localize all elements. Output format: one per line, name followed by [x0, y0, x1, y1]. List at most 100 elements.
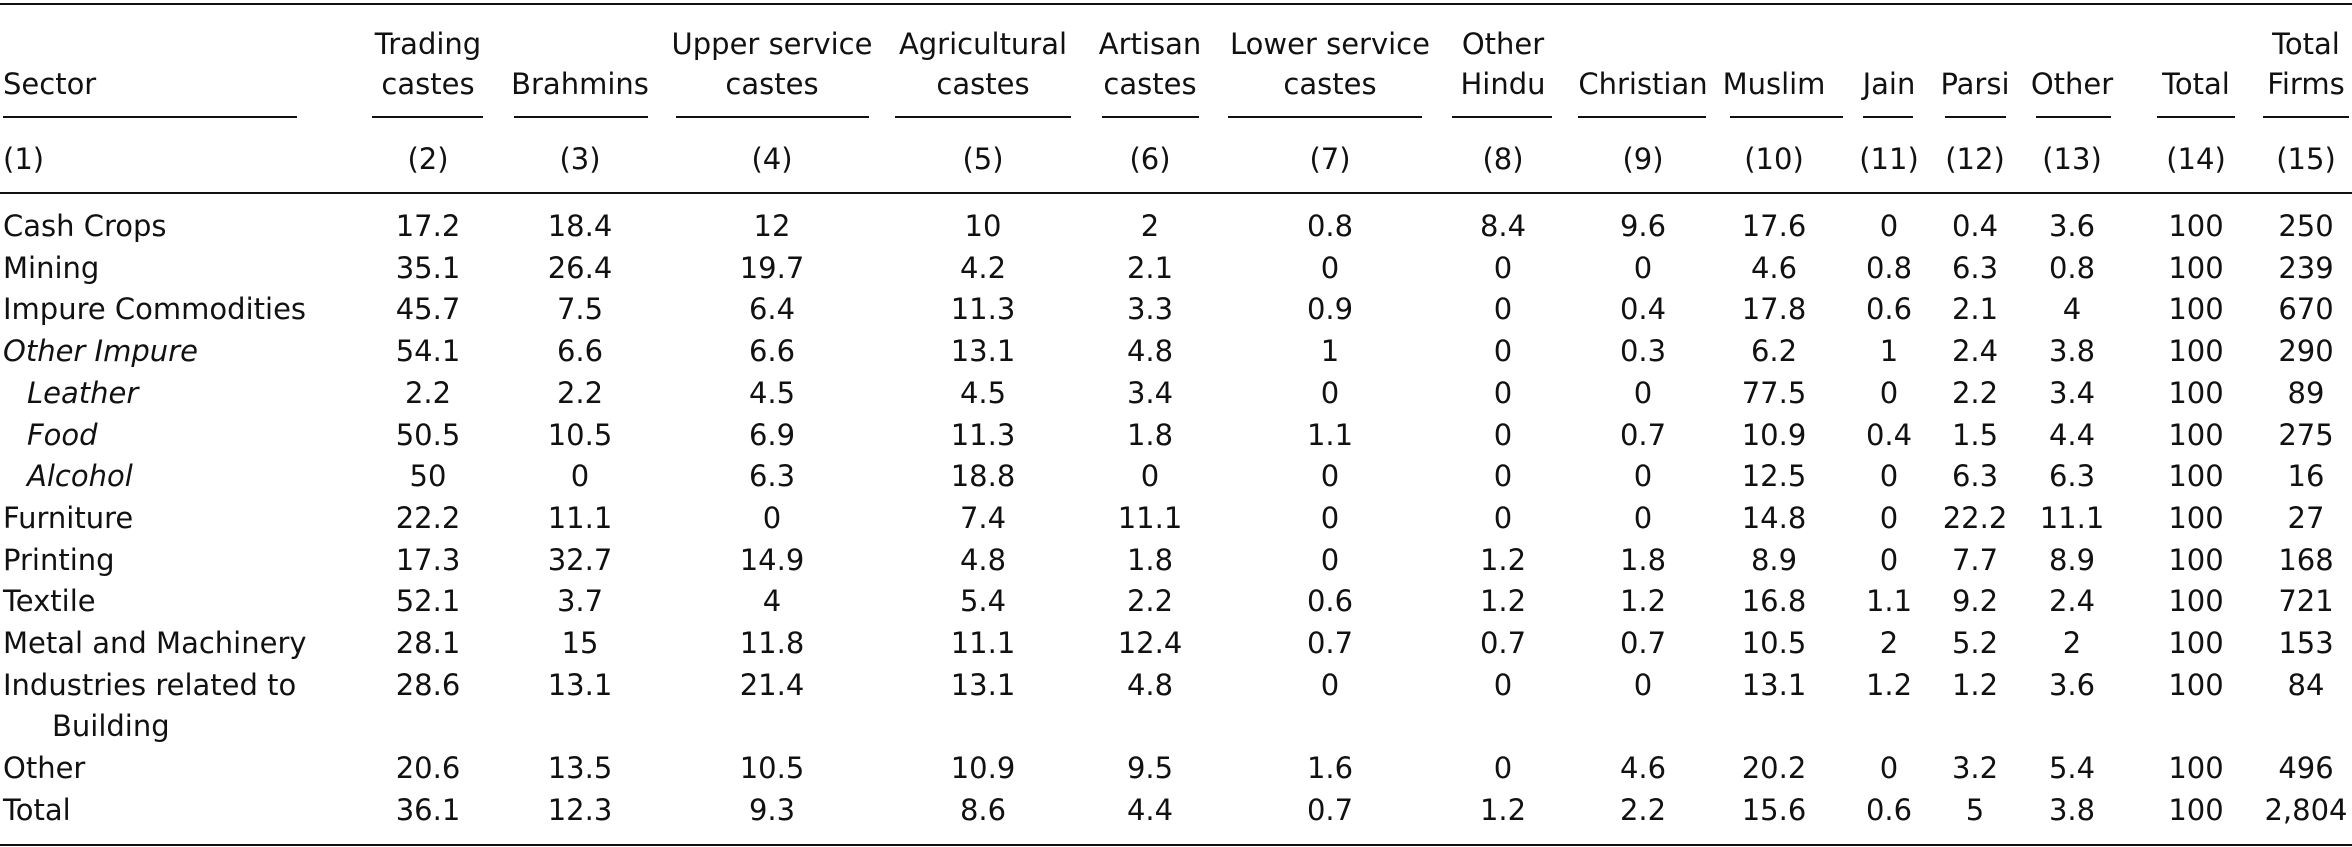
table-cell: 11.1	[950, 626, 1016, 660]
table-cell: 14.9	[739, 542, 805, 577]
table-cell: 0.7	[1306, 626, 1354, 660]
table-cell: 9.3	[748, 792, 796, 827]
table-cell: 3.8	[2048, 334, 2096, 369]
table-cell: 1.6	[1306, 751, 1354, 786]
table-cell: 1.5	[1951, 417, 1999, 452]
table-cell: 1.2	[1479, 542, 1527, 577]
table-cell: 17.2	[395, 209, 461, 243]
table-cell: 0.4	[1619, 292, 1667, 327]
table-cell: 3.4	[1126, 375, 1174, 410]
table-cell: 4.5	[959, 375, 1007, 410]
table-cell: 10.9	[950, 751, 1016, 786]
table-cell: 100	[2168, 792, 2224, 827]
table-cell: 0	[1320, 500, 1340, 535]
table-cell: 10.5	[1741, 626, 1807, 660]
column-header: Other	[2030, 67, 2114, 101]
header-underline	[895, 116, 1071, 118]
table-cell: 17.8	[1741, 292, 1807, 327]
table-cell: 1	[1879, 334, 1899, 369]
table-cell: 0	[1320, 459, 1340, 494]
sector-label: Textile	[3, 584, 96, 619]
table-cell: 4.4	[2048, 417, 2096, 452]
table-cell: 0	[1493, 459, 1513, 494]
column-header: Jain	[1862, 67, 1916, 101]
table-cell: 9.2	[1951, 584, 1999, 619]
table-cell: 6.3	[2048, 459, 2096, 494]
table-cell: 2.2	[1126, 584, 1174, 619]
table-cell: 0	[1493, 375, 1513, 410]
table-cell: 0	[1493, 667, 1513, 702]
table-cell: 8.6	[959, 792, 1007, 827]
table-cell: 15.6	[1741, 792, 1807, 827]
table-cell: 100	[2168, 542, 2224, 577]
table-cell: 100	[2168, 334, 2224, 369]
table-cell: 2.2	[1619, 792, 1667, 827]
column-header: Agricultural	[898, 27, 1068, 61]
table-cell: 2.4	[2048, 584, 2096, 619]
table-cell: 10	[964, 209, 1002, 243]
table-cell: 1	[1320, 334, 1340, 369]
table-cell: 0	[1879, 542, 1899, 577]
table-cell: 0.6	[1865, 792, 1913, 827]
column-header: Brahmins	[511, 67, 649, 101]
table-cell: 26.4	[547, 250, 613, 285]
sector-label: Leather	[27, 375, 139, 410]
table-cell: 36.1	[395, 792, 461, 827]
table-cell: 8.9	[1750, 542, 1798, 577]
column-header: Sector	[3, 67, 97, 101]
column-header: Parsi	[1940, 67, 2010, 101]
table-cell: 0	[1493, 292, 1513, 327]
table-cell: 35.1	[395, 250, 461, 285]
table-cell: 3.3	[1126, 292, 1174, 327]
column-header: Lower service	[1230, 27, 1430, 61]
table-cell: 4.8	[1126, 334, 1174, 369]
table-cell: 5.2	[1951, 626, 1999, 660]
column-number: (5)	[962, 142, 1004, 176]
table-cell: 3.6	[2048, 209, 2096, 243]
table-cell: 0	[1140, 459, 1160, 494]
table-cell: 13.5	[547, 751, 613, 786]
table-cell: 100	[2168, 209, 2224, 243]
table-cell: 0.3	[1619, 334, 1667, 369]
table-cell: 32.7	[547, 542, 613, 577]
table-cell: 1.1	[1306, 417, 1354, 452]
header-underline	[676, 116, 869, 118]
table-cell: 11.8	[739, 626, 805, 660]
table-cell: 0.4	[1865, 417, 1913, 452]
column-header: castes	[936, 67, 1030, 101]
table-cell: 4	[762, 584, 782, 619]
table-cell: 0	[1320, 375, 1340, 410]
sector-label: Other Impure	[3, 334, 198, 369]
table-cell: 0	[1633, 667, 1653, 702]
table-cell: 0	[1493, 250, 1513, 285]
table-cell: 7.5	[556, 292, 604, 327]
table-cell: 6.6	[748, 334, 796, 369]
table-cell: 100	[2168, 459, 2224, 494]
column-header: Trading	[374, 27, 482, 61]
header-underline	[2263, 116, 2349, 118]
table-cell: 0	[1879, 209, 1899, 243]
table-cell: 13.1	[950, 667, 1016, 702]
table-cell: 0	[1633, 250, 1653, 285]
column-header: castes	[1103, 67, 1197, 101]
table-cell: 2.2	[556, 375, 604, 410]
table-cell: 6.3	[1951, 250, 1999, 285]
table-cell: 239	[2278, 250, 2334, 285]
table-cell: 13.1	[1741, 667, 1807, 702]
table-cell: 12.3	[547, 792, 613, 827]
table-cell: 12.5	[1741, 459, 1807, 494]
table-cell: 21.4	[739, 667, 805, 702]
table-cell: 7.7	[1951, 542, 1999, 577]
table-cell: 0.8	[1306, 209, 1354, 243]
sector-label: Mining	[3, 250, 100, 285]
table-cell: 4.6	[1619, 751, 1667, 786]
table-cell: 17.6	[1741, 209, 1807, 243]
table-cell: 13.1	[950, 334, 1016, 369]
table-cell: 100	[2168, 751, 2224, 786]
table-cell: 0	[762, 500, 782, 535]
column-header: Hindu	[1460, 67, 1546, 101]
table-cell: 6.2	[1750, 334, 1798, 369]
bottom-rule	[0, 844, 2352, 846]
table-cell: 0	[1633, 459, 1653, 494]
table-cell: 12	[753, 209, 791, 243]
